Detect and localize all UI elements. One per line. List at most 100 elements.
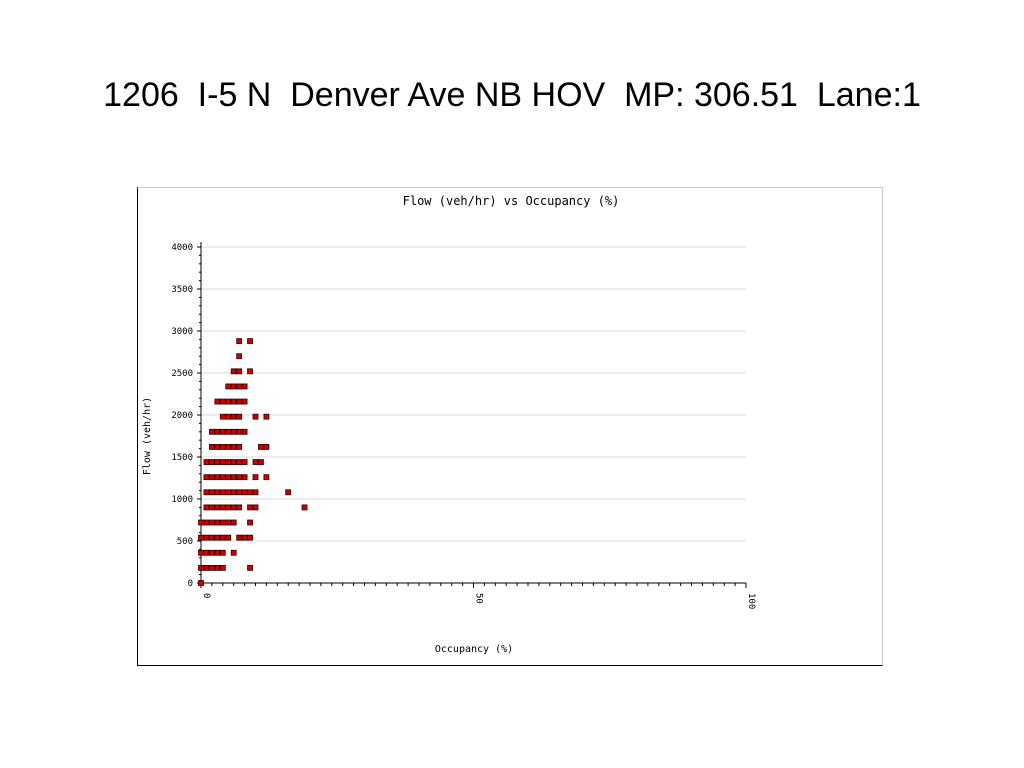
data-point xyxy=(219,564,226,571)
data-point xyxy=(203,534,210,541)
data-point xyxy=(209,504,215,511)
data-point xyxy=(214,489,221,496)
chart-frame: Flow (veh/hr) vs Occupancy (%) Flow (veh… xyxy=(137,187,883,666)
axes xyxy=(200,242,746,584)
data-point xyxy=(209,428,215,435)
data-point xyxy=(219,519,226,526)
data-point xyxy=(263,444,270,450)
data-point xyxy=(225,413,232,420)
data-point xyxy=(285,489,292,496)
data-point xyxy=(198,519,204,526)
data-point xyxy=(230,368,237,375)
data-point xyxy=(230,549,237,556)
data-point xyxy=(209,534,215,541)
data-point xyxy=(209,564,215,571)
data-point xyxy=(252,504,259,511)
data-point xyxy=(203,489,210,496)
data-point xyxy=(241,489,248,496)
data-point xyxy=(236,413,243,420)
data-point xyxy=(230,398,237,405)
data-point xyxy=(219,549,226,556)
data-point xyxy=(230,504,237,511)
y-tick-label: 1000 xyxy=(171,495,193,505)
x-tick-label: 50 xyxy=(474,593,484,604)
data-point xyxy=(219,504,226,511)
data-point xyxy=(230,444,237,450)
data-point xyxy=(236,338,243,344)
data-point xyxy=(209,459,215,465)
data-point xyxy=(219,489,226,496)
data-point xyxy=(241,398,248,405)
data-point xyxy=(258,444,264,450)
data-point xyxy=(241,383,248,390)
data-point xyxy=(214,564,221,571)
data-point xyxy=(247,519,253,526)
data-point xyxy=(198,580,204,586)
grid-lines xyxy=(201,246,746,542)
data-point xyxy=(198,549,204,556)
data-point xyxy=(225,459,232,465)
data-point xyxy=(252,474,259,481)
x-axis-label: Occupancy (%) xyxy=(435,644,513,655)
data-point xyxy=(236,534,243,541)
data-point xyxy=(214,428,221,435)
data-point xyxy=(198,564,204,571)
data-point xyxy=(230,519,237,526)
data-point xyxy=(247,534,253,541)
data-point xyxy=(241,534,248,541)
data-point xyxy=(214,444,221,450)
data-point xyxy=(219,474,226,481)
data-point xyxy=(214,549,221,556)
data-point xyxy=(230,428,237,435)
y-axis-label: Flow (veh/hr) xyxy=(142,397,153,475)
data-point xyxy=(258,459,264,465)
data-point xyxy=(214,519,221,526)
data-point xyxy=(230,489,237,496)
data-point xyxy=(236,353,243,360)
data-point xyxy=(230,383,237,390)
data-point xyxy=(230,474,237,481)
y-tick-label: 3000 xyxy=(171,327,193,337)
data-point xyxy=(236,474,243,481)
data-point xyxy=(219,444,226,450)
y-tick-label: 500 xyxy=(177,537,193,547)
data-point xyxy=(214,398,221,405)
data-point xyxy=(214,534,221,541)
data-point xyxy=(225,534,232,541)
data-point xyxy=(247,504,253,511)
x-tick-label: 100 xyxy=(746,593,756,609)
y-tick-label: 0 xyxy=(188,579,193,589)
data-point xyxy=(209,474,215,481)
data-point xyxy=(247,368,253,375)
y-tick-label: 2000 xyxy=(171,411,193,421)
data-point xyxy=(214,504,221,511)
chart-title: Flow (veh/hr) vs Occupancy (%) xyxy=(403,194,620,208)
data-point xyxy=(225,504,232,511)
data-point xyxy=(214,459,221,465)
data-point xyxy=(236,398,243,405)
data-points xyxy=(198,338,308,586)
data-point xyxy=(219,534,226,541)
data-point xyxy=(203,504,210,511)
data-point xyxy=(219,413,226,420)
data-point xyxy=(247,489,253,496)
data-point xyxy=(225,444,232,450)
data-point xyxy=(225,398,232,405)
data-point xyxy=(247,338,253,344)
y-tick-label: 3500 xyxy=(171,285,193,295)
data-point xyxy=(241,474,248,481)
ticks: 0 500 1000 1500 2000 2500 3000 3500 4000 0 50 100 xyxy=(171,243,756,609)
data-point xyxy=(230,459,237,465)
data-point xyxy=(209,519,215,526)
x-tick-label: 0 xyxy=(201,593,211,598)
data-point xyxy=(219,428,226,435)
data-point xyxy=(236,504,243,511)
data-point xyxy=(225,428,232,435)
data-point xyxy=(236,383,243,390)
data-point xyxy=(214,474,221,481)
data-point xyxy=(241,459,248,465)
y-tick-label: 1500 xyxy=(171,453,193,463)
data-point xyxy=(203,459,210,465)
data-point xyxy=(252,413,259,420)
data-point xyxy=(209,549,215,556)
